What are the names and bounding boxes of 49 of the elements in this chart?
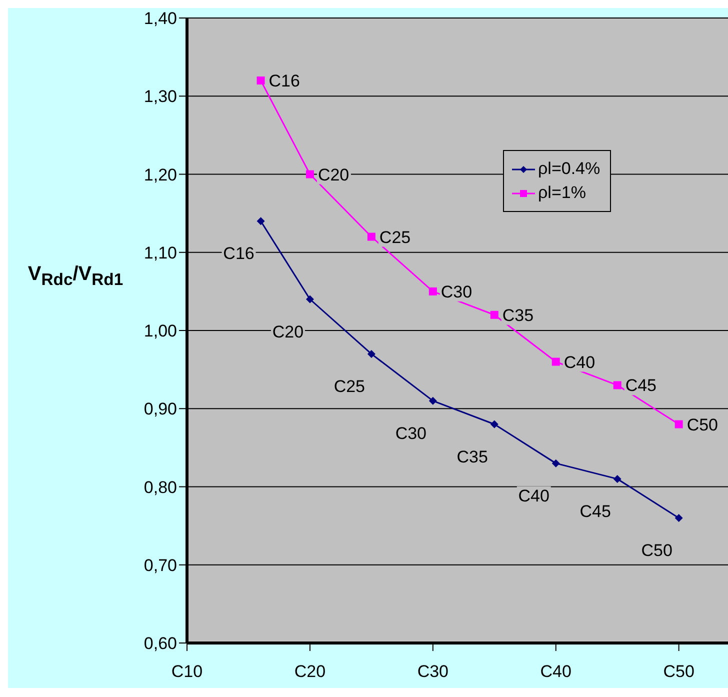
- data-label: C40: [564, 352, 596, 372]
- point: [552, 459, 560, 468]
- point: [490, 420, 498, 428]
- point: [306, 170, 314, 178]
- data-label: C50: [686, 415, 718, 434]
- y-tick-label: 0,90: [144, 400, 177, 419]
- point: [428, 287, 437, 296]
- point: [674, 420, 683, 428]
- y-tick-label: 1,20: [144, 165, 177, 184]
- point: [613, 381, 622, 390]
- data-label: C30: [395, 424, 427, 443]
- point: [367, 350, 376, 358]
- y-tick-label: 1,30: [144, 87, 177, 106]
- x-tick-label: C30: [417, 662, 449, 682]
- point: [256, 217, 265, 226]
- point: [428, 396, 437, 405]
- x-tick-label: C20: [294, 662, 326, 682]
- data-label: C16: [268, 72, 300, 90]
- data-label: C40: [518, 486, 550, 506]
- point: [552, 358, 560, 366]
- data-label: C25: [379, 228, 411, 247]
- y-tick-label: 1,10: [144, 243, 177, 262]
- point: [613, 474, 622, 483]
- x-tick-label: C50: [663, 662, 694, 682]
- data-label: C50: [641, 541, 672, 560]
- data-label: C35: [502, 306, 534, 325]
- point: [367, 232, 376, 241]
- point: [490, 310, 498, 319]
- point: [256, 76, 265, 84]
- data-label: C35: [456, 447, 488, 466]
- x-tick-label: C40: [540, 662, 572, 682]
- y-tick-label: 1,40: [144, 9, 177, 28]
- legend-label: ρl=1%: [538, 183, 586, 202]
- data-label: C25: [334, 376, 366, 396]
- point: [674, 514, 683, 522]
- data-label: C45: [580, 502, 611, 521]
- y-tick-label: 0,80: [144, 478, 177, 497]
- legend-label: ρl=0.4%: [538, 159, 600, 178]
- y-tick-label: 0,70: [144, 556, 177, 575]
- x-tick-label: C10: [171, 662, 203, 682]
- data-label: C20: [318, 165, 350, 184]
- data-label: C20: [272, 322, 304, 342]
- y-axis-title: V$_{Rdc}$/V$_{Rd1}$: [26, 263, 124, 290]
- point: [306, 295, 314, 304]
- y-tick-label: 1,00: [144, 322, 177, 341]
- data-label: C30: [440, 282, 472, 302]
- data-label: C16: [223, 244, 254, 264]
- y-tick-label: 0,60: [144, 634, 177, 654]
- data-label: C45: [625, 376, 657, 396]
